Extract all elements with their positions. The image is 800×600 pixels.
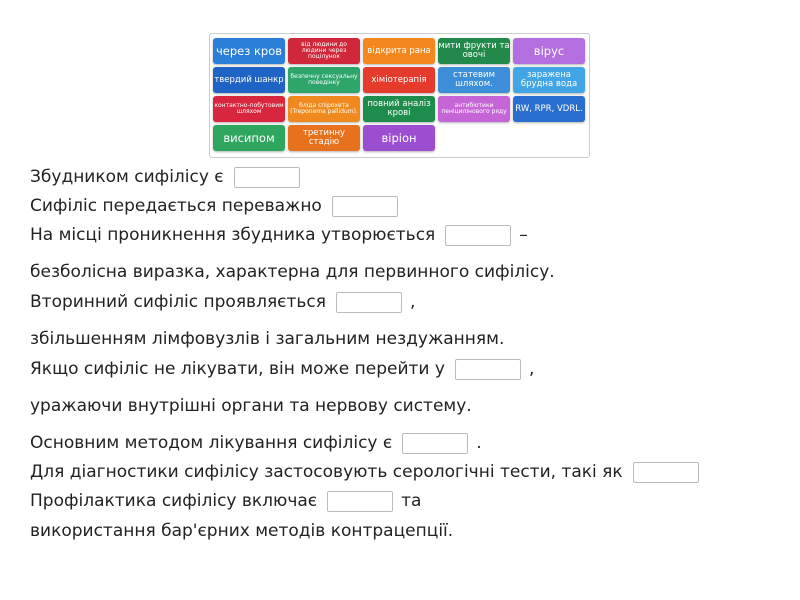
sentence-text: Профілактика сифілісу включає — [30, 491, 318, 511]
word-tile[interactable]: безпечну сексуальну поведінку — [288, 67, 360, 93]
sentence-text: та — [401, 491, 422, 511]
word-tile[interactable]: бліда спірохета (Treponema pallidum). — [288, 96, 360, 122]
sentence-text: На місці проникнення збудника утворюєтьс… — [30, 225, 436, 245]
answer-blank[interactable] — [336, 291, 402, 313]
word-tile[interactable]: висипом — [213, 125, 285, 151]
word-tile[interactable]: статевим шляхом. — [438, 67, 510, 93]
word-tile[interactable]: третинну стадію — [288, 125, 360, 151]
sentence-text: уражаючи внутрішні органи та нервову сис… — [30, 396, 472, 416]
text-line: збільшенням лімфовузлів і загальним незд… — [30, 327, 504, 351]
word-tile[interactable]: мити фрукти та овочі — [438, 38, 510, 64]
word-tile[interactable]: твердий шанкр — [213, 67, 285, 93]
word-tile[interactable]: повний аналіз крові — [363, 96, 435, 122]
answer-blank[interactable] — [331, 195, 398, 217]
sentence-text: , — [528, 359, 535, 379]
sentence-text: . — [476, 433, 482, 453]
sentence-text: Збудником сифілісу є — [30, 167, 224, 187]
sentence-text: Вторинний сифіліс проявляється — [30, 292, 326, 312]
word-tile[interactable]: антибіотики пеніцилінового ряду — [438, 96, 510, 122]
text-line: Профілактика сифілісу включає та — [30, 489, 421, 513]
word-tile[interactable]: вірус — [513, 38, 585, 64]
sentence-text: використання бар'єрних методів контрацеп… — [30, 521, 454, 541]
sentence-text: – — [519, 225, 528, 245]
answer-blank[interactable] — [327, 490, 394, 512]
text-line: Збудником сифілісу є — [30, 165, 308, 189]
word-tile[interactable]: заражена брудна вода — [513, 67, 585, 93]
sentence-text: збільшенням лімфовузлів і загальним незд… — [30, 329, 505, 349]
text-line: Основним методом лікування сифілісу є. — [30, 431, 482, 455]
text-line: Якщо сифіліс не лікувати, він може перей… — [30, 357, 534, 381]
sentence-text: Сифіліс передається переважно — [30, 196, 322, 216]
text-line: уражаючи внутрішні органи та нервову сис… — [30, 394, 472, 418]
word-tile[interactable]: від людини до людини через поцілунок — [288, 38, 360, 64]
word-bank: через кров від людини до людини через поц… — [209, 33, 590, 158]
sentence-text: Якщо сифіліс не лікувати, він може перей… — [30, 359, 445, 379]
sentence-text: Для діагностики сифілісу застосовують се… — [30, 462, 623, 482]
text-line: Для діагностики сифілісу застосовують се… — [30, 460, 707, 484]
text-line: Сифіліс передається переважно — [30, 194, 406, 218]
text-line: На місці проникнення збудника утворюєтьс… — [30, 223, 528, 247]
answer-blank[interactable] — [454, 358, 521, 380]
word-tile[interactable]: відкрита рана — [363, 38, 435, 64]
text-line: Вторинний сифіліс проявляється, — [30, 290, 415, 314]
text-line: використання бар'єрних методів контрацеп… — [30, 519, 453, 543]
answer-blank[interactable] — [632, 461, 699, 483]
word-tile[interactable]: хіміотерапія — [363, 67, 435, 93]
word-tile[interactable]: через кров — [213, 38, 285, 64]
answer-blank[interactable] — [402, 432, 469, 454]
sentence-text: , — [410, 292, 416, 312]
sentence-text: безболісна виразка, характерна для перви… — [30, 262, 555, 282]
word-tile[interactable]: RW, RPR, VDRL. — [513, 96, 585, 122]
text-line: безболісна виразка, характерна для перви… — [30, 260, 555, 284]
answer-blank[interactable] — [445, 224, 512, 246]
sentence-text: Основним методом лікування сифілісу є — [30, 433, 393, 453]
word-tile[interactable]: контактно-побутовим шляхом — [213, 96, 285, 122]
word-tile[interactable]: віріон — [363, 125, 435, 151]
answer-blank[interactable] — [233, 166, 300, 188]
